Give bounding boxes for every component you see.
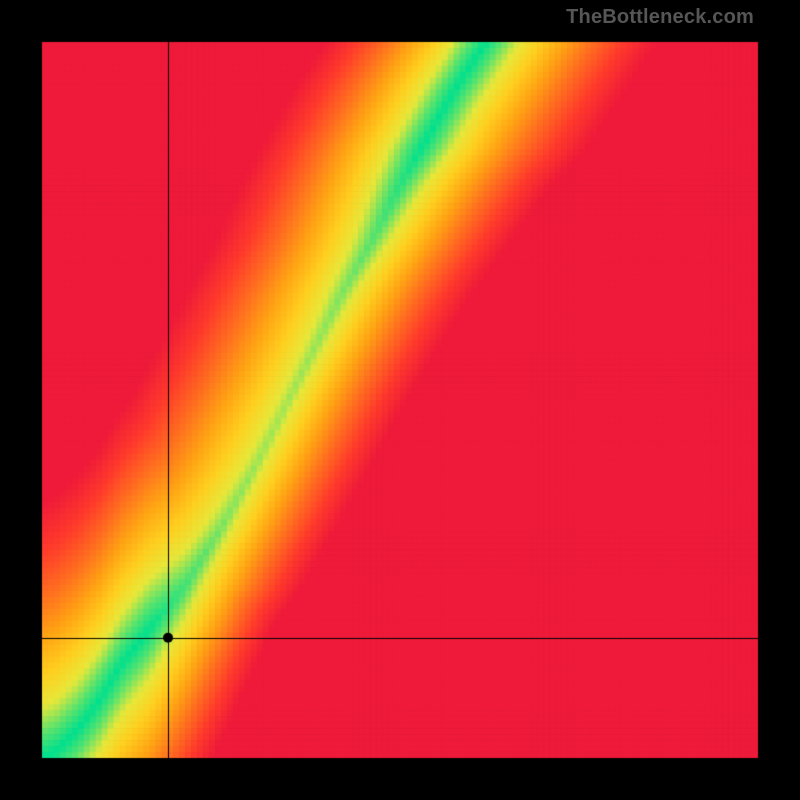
chart-container: TheBottleneck.com (0, 0, 800, 800)
bottleneck-heatmap-canvas (0, 0, 800, 800)
